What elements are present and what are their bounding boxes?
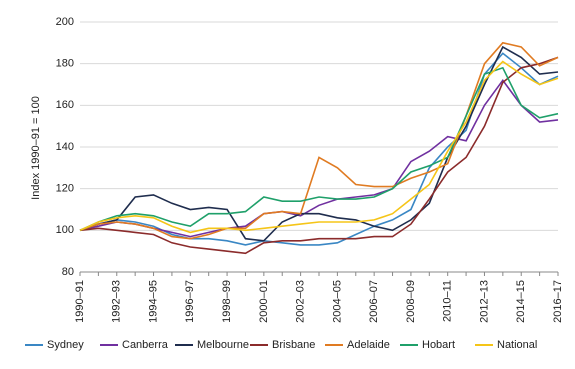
legend-label: Adelaide xyxy=(347,339,390,351)
legend-label: Hobart xyxy=(422,339,455,351)
x-tick-label: 2014–15 xyxy=(515,280,527,323)
y-tick-label: 200 xyxy=(56,16,74,28)
x-tick-label: 2010–11 xyxy=(442,280,454,322)
x-tick-label: 1998–99 xyxy=(221,280,233,323)
x-tick-label: 2016–17 xyxy=(552,280,564,323)
series-line xyxy=(79,60,559,234)
legend-label: Melbourne xyxy=(197,339,249,351)
y-axis-label: Index 1990–91 = 100 xyxy=(30,96,42,200)
x-tick-label: 1996–97 xyxy=(184,280,196,323)
legend-label: Canberra xyxy=(122,339,169,351)
legend-label: National xyxy=(497,339,537,351)
y-tick-label: 80 xyxy=(62,266,74,278)
series-line xyxy=(79,41,559,240)
series-line xyxy=(79,45,559,242)
legend-label: Brisbane xyxy=(272,339,315,351)
x-tick-label: 2002–03 xyxy=(295,280,307,323)
y-tick-label: 140 xyxy=(56,141,74,153)
y-tick-label: 180 xyxy=(56,58,74,70)
x-tick-label: 2012–13 xyxy=(478,280,490,323)
x-tick-label: 1992–93 xyxy=(111,280,123,323)
series-line xyxy=(79,66,559,232)
x-tick-label: 1990–91 xyxy=(74,280,86,323)
x-tick-label: 2006–07 xyxy=(368,280,380,323)
x-tick-label: 2008–09 xyxy=(405,280,417,323)
y-tick-label: 100 xyxy=(56,224,74,236)
x-tick-label: 2004–05 xyxy=(331,280,343,323)
legend: Sydney Canberra Melbourne Brisbane Adelaide H… xyxy=(25,339,537,351)
y-tick-label: 160 xyxy=(56,99,74,111)
series-line xyxy=(79,78,559,238)
x-tick-label: 1994–95 xyxy=(147,280,159,323)
legend-label: Sydney xyxy=(47,339,84,351)
y-tick-label: 120 xyxy=(56,183,74,195)
series-line xyxy=(79,56,559,255)
x-tick-label: 2000–01 xyxy=(258,280,270,323)
